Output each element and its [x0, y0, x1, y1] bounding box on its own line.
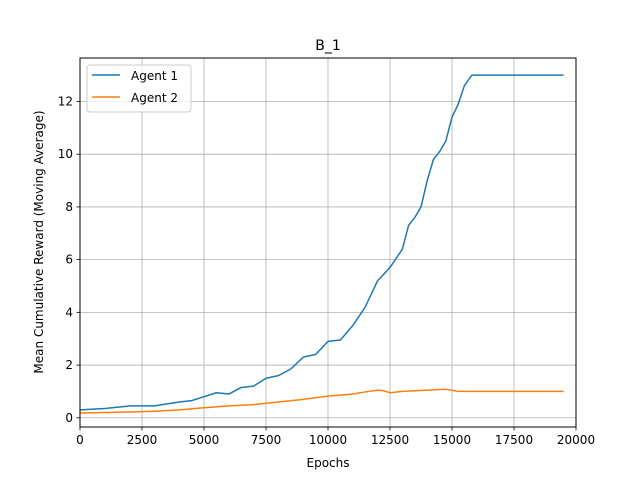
x-tick-label: 7500 — [251, 433, 282, 447]
y-axis-label: Mean Cumulative Reward (Moving Average) — [32, 110, 46, 373]
y-tick-label: 8 — [65, 200, 73, 214]
y-tick-label: 2 — [65, 358, 73, 372]
chart-title: B_1 — [315, 38, 341, 54]
x-tick-label: 12500 — [371, 433, 409, 447]
y-tick-label: 12 — [58, 94, 73, 108]
x-axis-label: Epochs — [307, 456, 350, 470]
y-tick-label: 6 — [65, 253, 73, 267]
x-tick-label: 0 — [76, 433, 84, 447]
x-tick-label: 5000 — [189, 433, 220, 447]
series-line-agent-1 — [79, 74, 564, 411]
grid-lines — [79, 58, 577, 427]
legend-box — [86, 64, 192, 113]
legend-label-agent-1: Agent 1 — [131, 69, 178, 83]
x-tick-label: 17500 — [495, 433, 533, 447]
series-line-agent-2 — [79, 388, 564, 414]
x-tick-label: 10000 — [309, 433, 347, 447]
y-tick-label: 4 — [65, 305, 73, 319]
x-tick-label: 2500 — [127, 433, 158, 447]
x-tick-label: 15000 — [433, 433, 471, 447]
legend: Agent 1 Agent 2 — [86, 64, 192, 113]
series-lines — [79, 74, 564, 414]
x-tick-label: 20000 — [557, 433, 595, 447]
y-tick-label: 0 — [65, 411, 73, 425]
axis-ticks: 0 2500 5000 7500 10000 12500 15000 17500 20000 0 2… — [58, 94, 595, 447]
y-tick-label: 10 — [58, 147, 73, 161]
legend-label-agent-2: Agent 2 — [131, 91, 178, 105]
